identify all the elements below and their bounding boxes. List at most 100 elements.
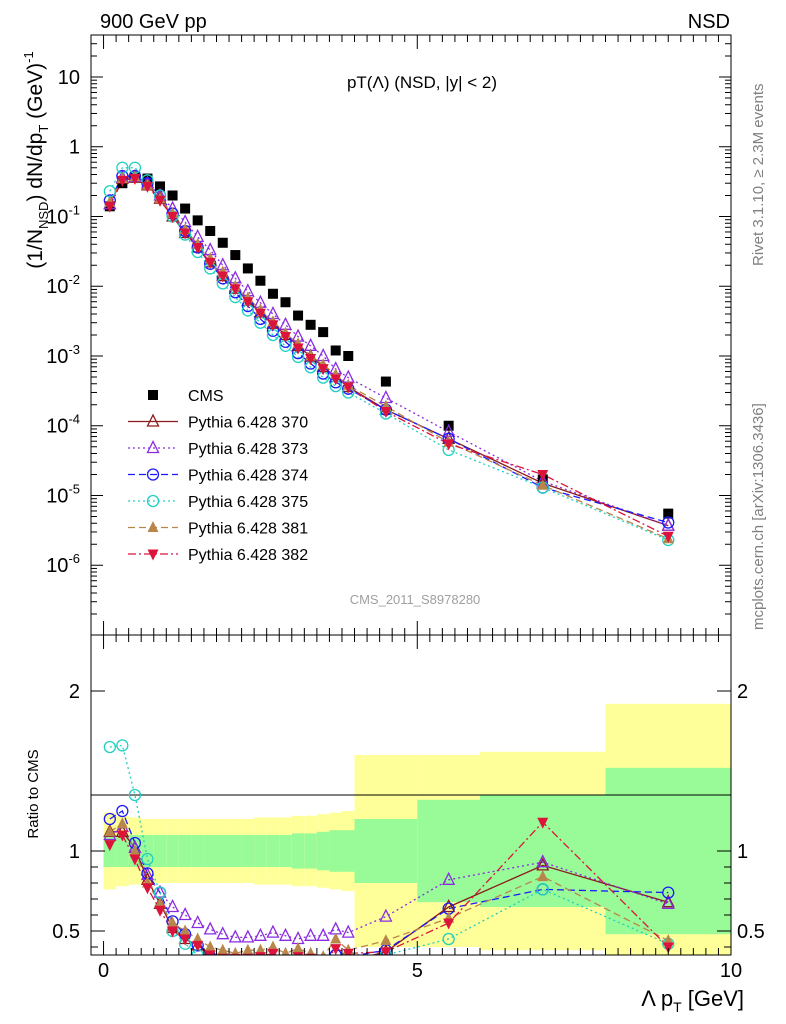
- data-point-pythia-6-428-382: [104, 201, 116, 213]
- ratio-point-pythia-6-428-373: [266, 924, 280, 938]
- main-y-tick-label: 10-5: [46, 481, 80, 507]
- ratio-point-pythia-6-428-370: [442, 899, 456, 913]
- ratio-point-pythia-6-428-381: [204, 940, 216, 952]
- data-point-cms: [267, 288, 278, 299]
- ratio-point-pythia-6-428-373: [153, 884, 167, 898]
- rivet-version-label: Rivet 3.1.10, ≥ 2.3M events: [750, 84, 767, 267]
- green-band-bin: [354, 819, 418, 883]
- data-point-cms: [192, 215, 203, 226]
- x-tick-label: 10: [720, 960, 742, 982]
- ratio-point-pythia-6-428-373: [178, 907, 192, 921]
- ratio-y-tick-label-left: 1: [69, 841, 80, 863]
- ratio-point-pythia-6-428-370: [330, 957, 341, 968]
- data-point-cms: [242, 263, 253, 274]
- ratio-point-pythia-6-428-375: [217, 964, 228, 975]
- legend-marker-cms: [148, 390, 158, 400]
- main-y-tick-label: 10-3: [46, 342, 80, 368]
- ratio-point-pythia-6-428-381: [537, 870, 549, 882]
- data-point-pythia-6-428-382: [204, 257, 216, 269]
- data-point-pythia-6-428-382: [154, 195, 166, 207]
- data-point-cms: [380, 376, 391, 387]
- ratio-y-tick-label-left: 2: [69, 681, 80, 703]
- ratio-point-pythia-6-428-375: [343, 958, 354, 969]
- main-panel-frame: [90, 34, 732, 636]
- green-band-bin: [304, 833, 317, 869]
- ratio-point-pythia-6-428-381: [380, 934, 392, 946]
- data-point-pythia-6-428-381: [537, 478, 549, 490]
- ratio-point-pythia-6-428-373: [253, 927, 267, 941]
- ratio-point-pythia-6-428-382: [141, 883, 153, 895]
- green-band-bin: [279, 835, 292, 867]
- green-band-bin: [241, 835, 255, 867]
- ratio-point-pythia-6-428-375: [330, 956, 341, 967]
- ratio-point-pythia-6-428-382: [443, 918, 455, 930]
- ratio-point-pythia-6-428-382: [167, 926, 179, 938]
- ratio-point-pythia-6-428-375: [293, 964, 304, 975]
- ratio-point-pythia-6-428-374: [242, 959, 253, 970]
- ratio-point-pythia-6-428-381: [217, 943, 229, 955]
- ratio-point-pythia-6-428-382: [342, 948, 354, 955]
- ratio-point-pythia-6-428-374: [662, 886, 675, 899]
- ratio-point-pythia-6-428-382: [104, 840, 116, 852]
- main-data-layer: [103, 161, 675, 547]
- data-point-cms: [343, 350, 354, 361]
- ratio-point-pythia-6-428-381: [242, 943, 254, 955]
- ratio-point-pythia-6-428-382: [116, 830, 128, 842]
- ratio-point-pythia-6-428-382: [318, 959, 329, 970]
- ratio-point-pythia-6-428-374: [116, 804, 129, 818]
- header-left-label: 900 GeV pp: [100, 11, 207, 33]
- ratio-y-tick-label-left: 0.5: [52, 921, 80, 943]
- legend-label-pythia-6-428-373: Pythia 6.428 373: [188, 441, 308, 458]
- ratio-point-pythia-6-428-374: [103, 812, 116, 826]
- ratio-point-pythia-6-428-375: [103, 740, 116, 754]
- ratio-point-pythia-6-428-382: [192, 940, 204, 952]
- data-point-cms: [205, 225, 216, 236]
- main-y-axis-label: (1/NNSD) dN/dpT (GeV)-1: [21, 51, 51, 268]
- ratio-point-pythia-6-428-373: [316, 927, 330, 941]
- main-y-tick-label: 10-2: [46, 272, 80, 298]
- ratio-point-pythia-6-428-382: [204, 950, 216, 955]
- ratio-point-pythia-6-428-374: [230, 959, 241, 970]
- ratio-point-pythia-6-428-373: [166, 899, 180, 913]
- green-band-bin: [141, 835, 154, 867]
- ratio-point-pythia-6-428-370: [280, 960, 291, 971]
- data-point-pythia-6-428-382: [662, 531, 674, 543]
- ratio-point-pythia-6-428-370: [347, 953, 350, 955]
- green-band-bin: [316, 831, 330, 871]
- ratio-point-pythia-6-428-381: [330, 932, 342, 944]
- ratio-point-pythia-6-428-381: [167, 916, 179, 928]
- ratio-point-pythia-6-428-382: [254, 952, 266, 955]
- data-point-pythia-6-428-382: [380, 407, 392, 419]
- ratio-point-pythia-6-428-381: [179, 924, 191, 936]
- ratio-point-pythia-6-428-381: [281, 946, 290, 955]
- ratio-point-pythia-6-428-381: [154, 897, 166, 909]
- data-point-pythia-6-428-382: [254, 308, 266, 320]
- ratio-point-pythia-6-428-373: [241, 929, 255, 943]
- data-point-pythia-6-428-382: [217, 271, 229, 283]
- main-y-tick-label: 10-6: [46, 551, 80, 577]
- ratio-point-pythia-6-428-375: [242, 966, 253, 977]
- main-y-tick-label: 10-4: [46, 412, 80, 438]
- data-point-pythia-6-428-382: [305, 354, 317, 366]
- ratio-point-pythia-6-428-374: [255, 961, 266, 972]
- data-point-cms: [167, 190, 178, 201]
- data-point-pythia-6-428-373: [661, 517, 675, 531]
- data-point-pythia-6-428-382: [116, 175, 128, 187]
- data-point-pythia-6-428-382: [267, 320, 279, 332]
- data-point-pythia-6-428-382: [330, 374, 342, 386]
- ratio-y-tick-label-right: 0.5: [737, 921, 765, 943]
- data-point-cms: [217, 237, 228, 248]
- ratio-uncertainty-bands: [103, 703, 731, 955]
- data-point-pythia-6-428-382: [167, 211, 179, 223]
- ratio-y-tick-label-right: 2: [737, 681, 748, 703]
- ratio-point-pythia-6-428-375: [267, 964, 278, 975]
- data-point-pythia-6-428-382: [280, 332, 292, 344]
- green-band-bin: [166, 835, 179, 867]
- ratio-point-pythia-6-428-375: [205, 959, 216, 970]
- green-band-bin: [229, 835, 242, 867]
- x-tick-label: 5: [412, 960, 423, 982]
- ratio-point-pythia-6-428-382: [330, 944, 342, 955]
- data-point-pythia-6-428-382: [179, 228, 191, 240]
- green-band-bin: [266, 835, 280, 867]
- data-point-pythia-6-428-382: [317, 364, 329, 376]
